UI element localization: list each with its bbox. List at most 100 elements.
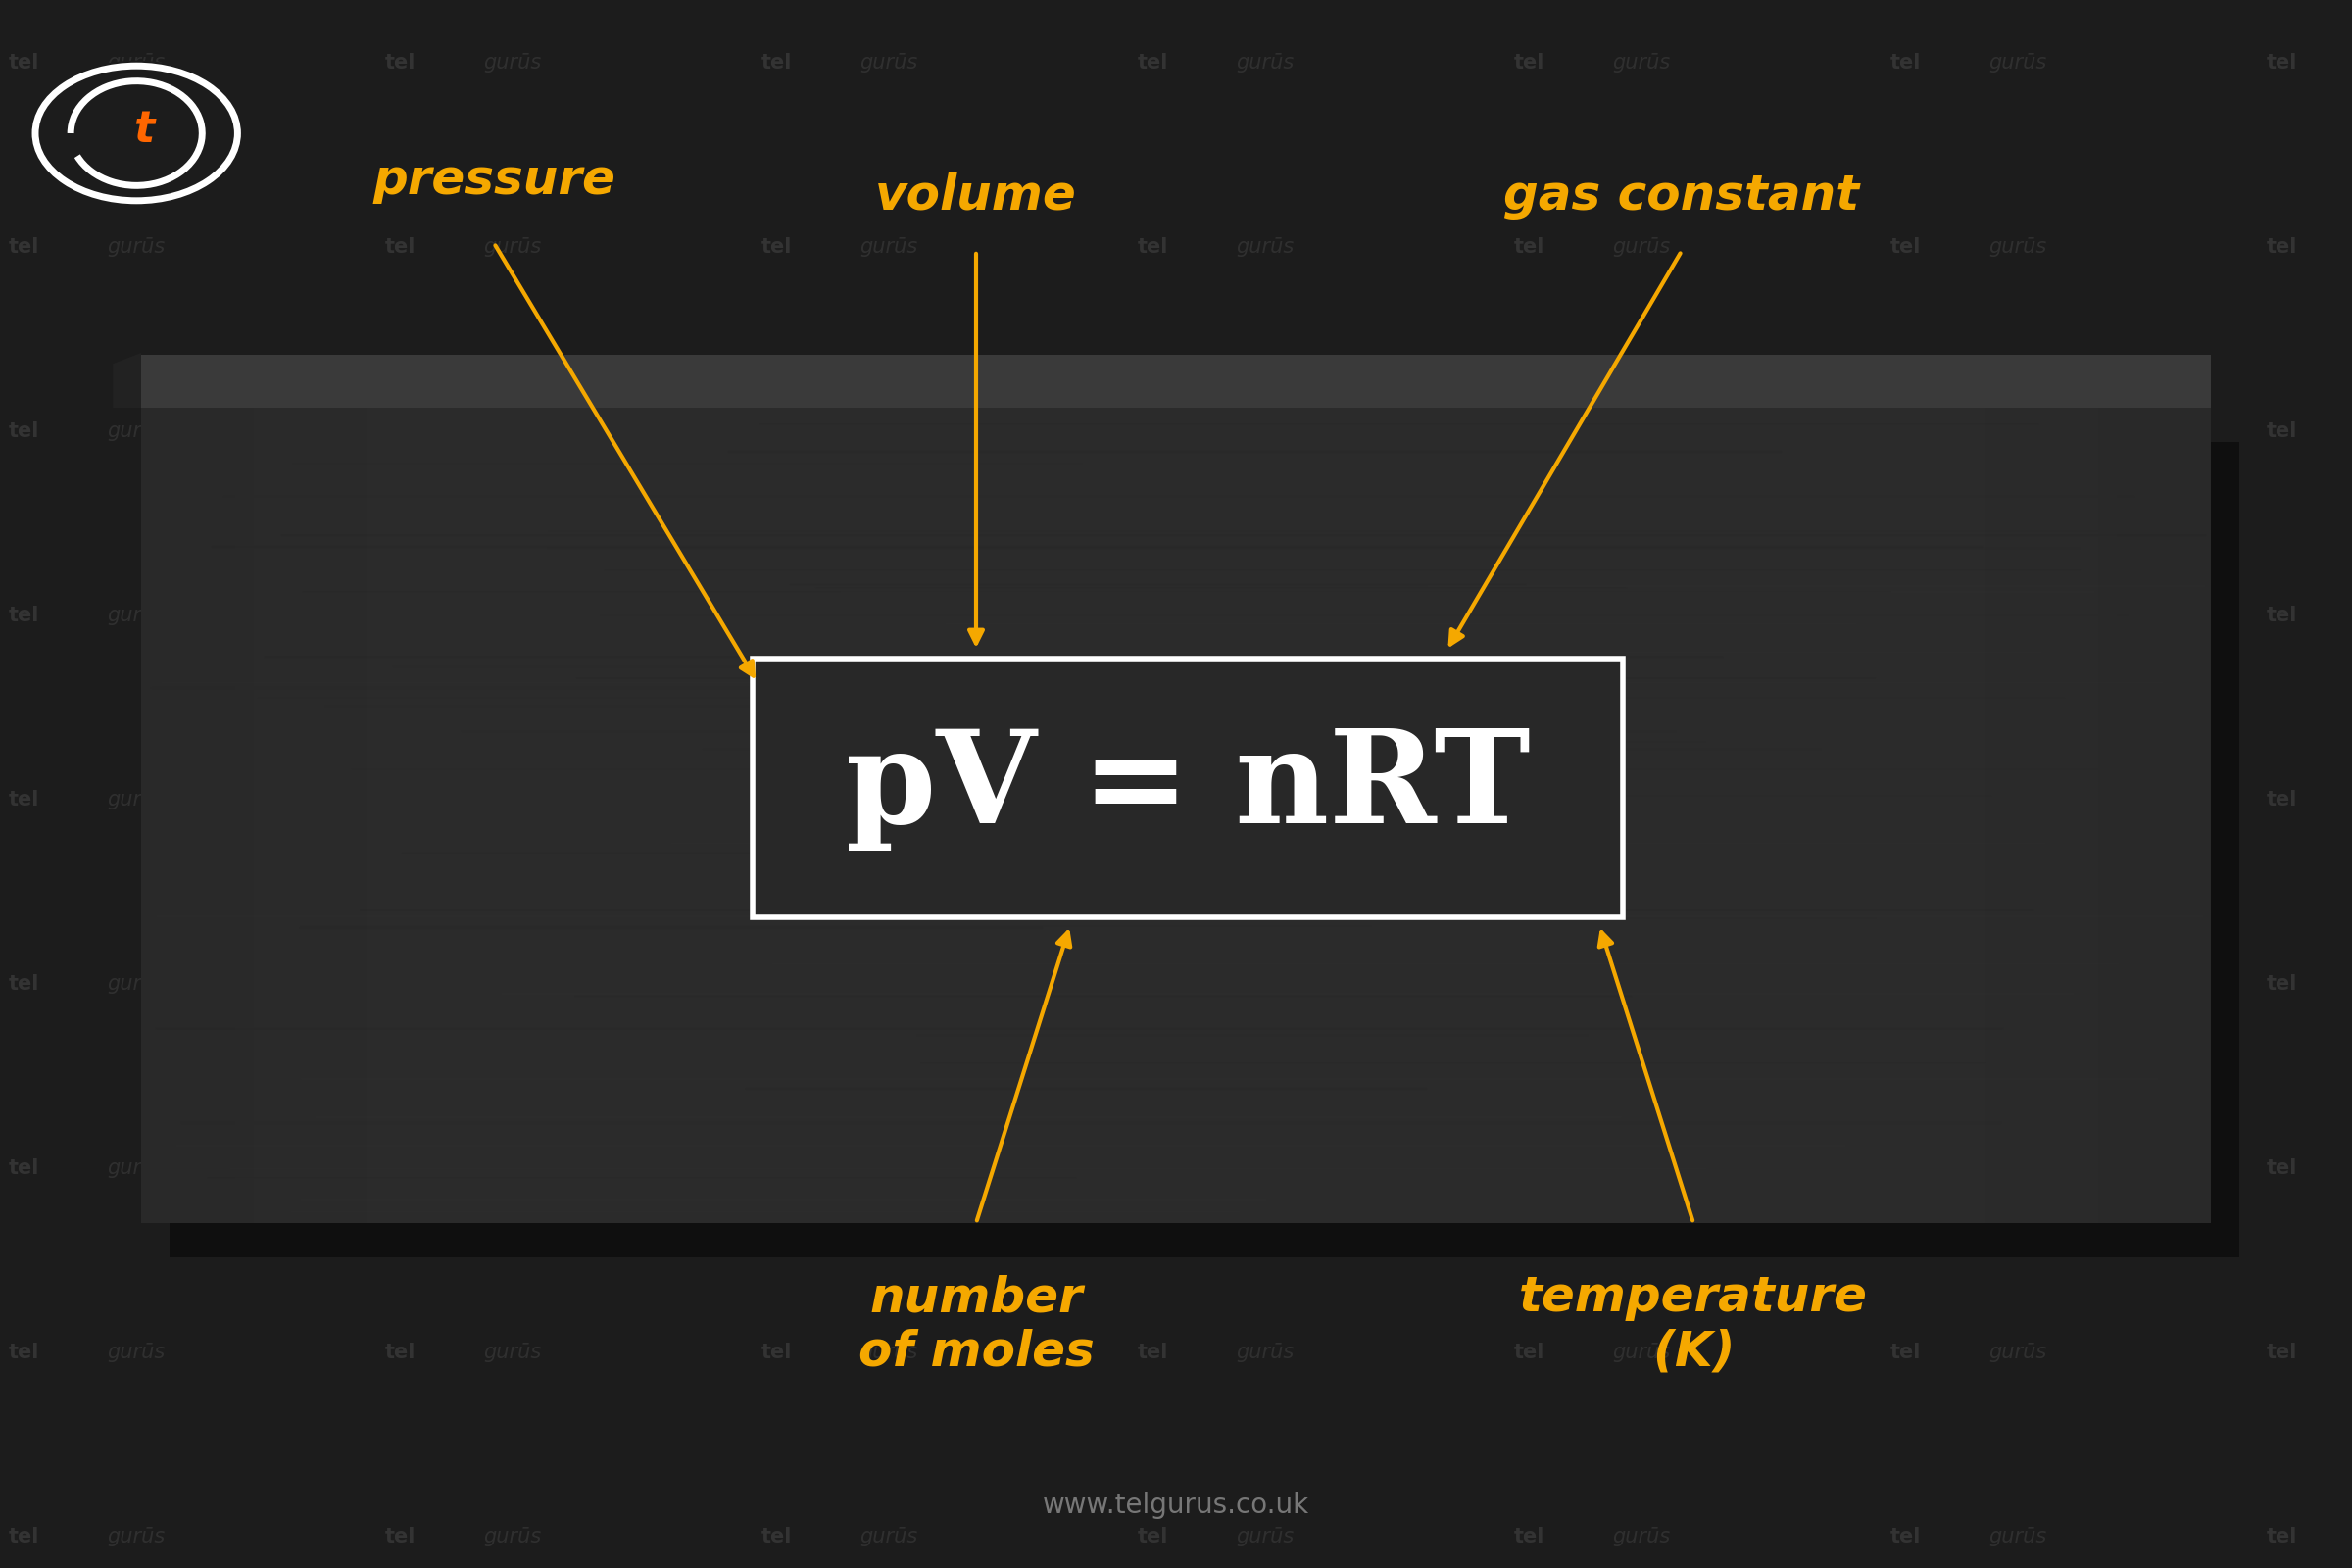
- Text: tel: tel: [1136, 790, 1169, 809]
- Text: tel: tel: [760, 790, 793, 809]
- Text: pV = nRT: pV = nRT: [844, 724, 1531, 851]
- Text: tel: tel: [760, 53, 793, 72]
- Text: tel: tel: [383, 1527, 416, 1546]
- Text: gurūs: gurūs: [861, 1527, 917, 1546]
- Text: gurūs: gurūs: [1990, 790, 2046, 809]
- Text: tel: tel: [383, 1342, 416, 1363]
- Text: tel: tel: [383, 1159, 416, 1178]
- Text: gurūs: gurūs: [861, 53, 917, 72]
- Bar: [2136, 408, 2154, 1223]
- Text: tel: tel: [383, 237, 416, 257]
- Text: gurūs: gurūs: [108, 1342, 165, 1363]
- Text: gurūs: gurūs: [861, 1342, 917, 1363]
- Text: tel: tel: [760, 974, 793, 994]
- Text: tel: tel: [1136, 974, 1169, 994]
- Text: tel: tel: [7, 1527, 40, 1546]
- Text: tel: tel: [1512, 974, 1545, 994]
- Text: tel: tel: [1512, 790, 1545, 809]
- Text: tel: tel: [2265, 1342, 2298, 1363]
- Bar: [753, 659, 1623, 917]
- Text: tel: tel: [1889, 1159, 1922, 1178]
- Circle shape: [61, 83, 212, 183]
- Text: gurūs: gurūs: [1237, 1342, 1294, 1363]
- Text: gurūs: gurūs: [485, 790, 541, 809]
- Text: gurūs: gurūs: [1237, 237, 1294, 257]
- Bar: [2060, 408, 2079, 1223]
- Text: tel: tel: [1512, 1159, 1545, 1178]
- Text: gurūs: gurūs: [861, 237, 917, 257]
- Text: tel: tel: [1889, 422, 1922, 441]
- Text: gurūs: gurūs: [1613, 605, 1670, 626]
- Bar: [2173, 408, 2192, 1223]
- Text: tel: tel: [7, 1342, 40, 1363]
- Bar: [2192, 408, 2211, 1223]
- Text: tel: tel: [1512, 53, 1545, 72]
- Text: tel: tel: [7, 237, 40, 257]
- Text: tel: tel: [1136, 53, 1169, 72]
- Text: gurūs: gurūs: [108, 53, 165, 72]
- Text: gurūs: gurūs: [861, 422, 917, 441]
- Bar: [160, 408, 179, 1223]
- Text: gurūs: gurūs: [108, 1527, 165, 1546]
- Text: gurūs: gurūs: [1990, 53, 2046, 72]
- Text: gurūs: gurūs: [1990, 1527, 2046, 1546]
- Text: gurūs: gurūs: [485, 1159, 541, 1178]
- Bar: [2154, 408, 2173, 1223]
- Text: tel: tel: [7, 790, 40, 809]
- Text: gurūs: gurūs: [1990, 605, 2046, 626]
- Text: tel: tel: [2265, 790, 2298, 809]
- Text: tel: tel: [383, 790, 416, 809]
- Text: gurūs: gurūs: [485, 53, 541, 72]
- Text: tel: tel: [383, 974, 416, 994]
- Text: gurūs: gurūs: [1613, 422, 1670, 441]
- Text: gurūs: gurūs: [861, 790, 917, 809]
- Text: gurūs: gurūs: [108, 422, 165, 441]
- Text: tel: tel: [760, 1342, 793, 1363]
- Text: tel: tel: [383, 53, 416, 72]
- Bar: [310, 408, 329, 1223]
- Bar: [329, 408, 348, 1223]
- Text: tel: tel: [1136, 1527, 1169, 1546]
- Text: tel: tel: [7, 974, 40, 994]
- Bar: [273, 408, 292, 1223]
- Text: volume: volume: [875, 172, 1077, 220]
- Text: gurūs: gurūs: [1613, 1159, 1670, 1178]
- Bar: [2023, 408, 2042, 1223]
- Text: gurūs: gurūs: [485, 974, 541, 994]
- Bar: [348, 408, 367, 1223]
- Text: tel: tel: [1512, 237, 1545, 257]
- Text: tel: tel: [2265, 605, 2298, 626]
- Text: temperature
(K): temperature (K): [1519, 1275, 1867, 1375]
- Bar: [141, 354, 2211, 409]
- Text: gurūs: gurūs: [1613, 53, 1670, 72]
- Bar: [2117, 408, 2136, 1223]
- Bar: [235, 408, 254, 1223]
- Text: gurūs: gurūs: [108, 790, 165, 809]
- Text: tel: tel: [760, 605, 793, 626]
- Text: gurūs: gurūs: [1237, 974, 1294, 994]
- Text: gurūs: gurūs: [1237, 1159, 1294, 1178]
- Text: tel: tel: [2265, 974, 2298, 994]
- Text: gurūs: gurūs: [485, 1342, 541, 1363]
- Bar: [2004, 408, 2023, 1223]
- Bar: [169, 442, 2239, 1258]
- Text: gurūs: gurūs: [485, 605, 541, 626]
- Text: gurūs: gurūs: [485, 422, 541, 441]
- Text: gurūs: gurūs: [1237, 53, 1294, 72]
- Text: tel: tel: [1889, 790, 1922, 809]
- Text: gurūs: gurūs: [1613, 1342, 1670, 1363]
- Text: tel: tel: [7, 605, 40, 626]
- Circle shape: [28, 61, 245, 205]
- Text: gurūs: gurūs: [1613, 974, 1670, 994]
- Bar: [179, 408, 198, 1223]
- Text: tel: tel: [1889, 974, 1922, 994]
- Text: gurūs: gurūs: [1990, 974, 2046, 994]
- Polygon shape: [113, 353, 141, 408]
- Text: tel: tel: [7, 422, 40, 441]
- Text: gurūs: gurūs: [1237, 422, 1294, 441]
- Bar: [2079, 408, 2098, 1223]
- Text: gurūs: gurūs: [1237, 790, 1294, 809]
- Text: gurūs: gurūs: [1237, 605, 1294, 626]
- Bar: [1985, 408, 2004, 1223]
- Text: tel: tel: [1512, 1342, 1545, 1363]
